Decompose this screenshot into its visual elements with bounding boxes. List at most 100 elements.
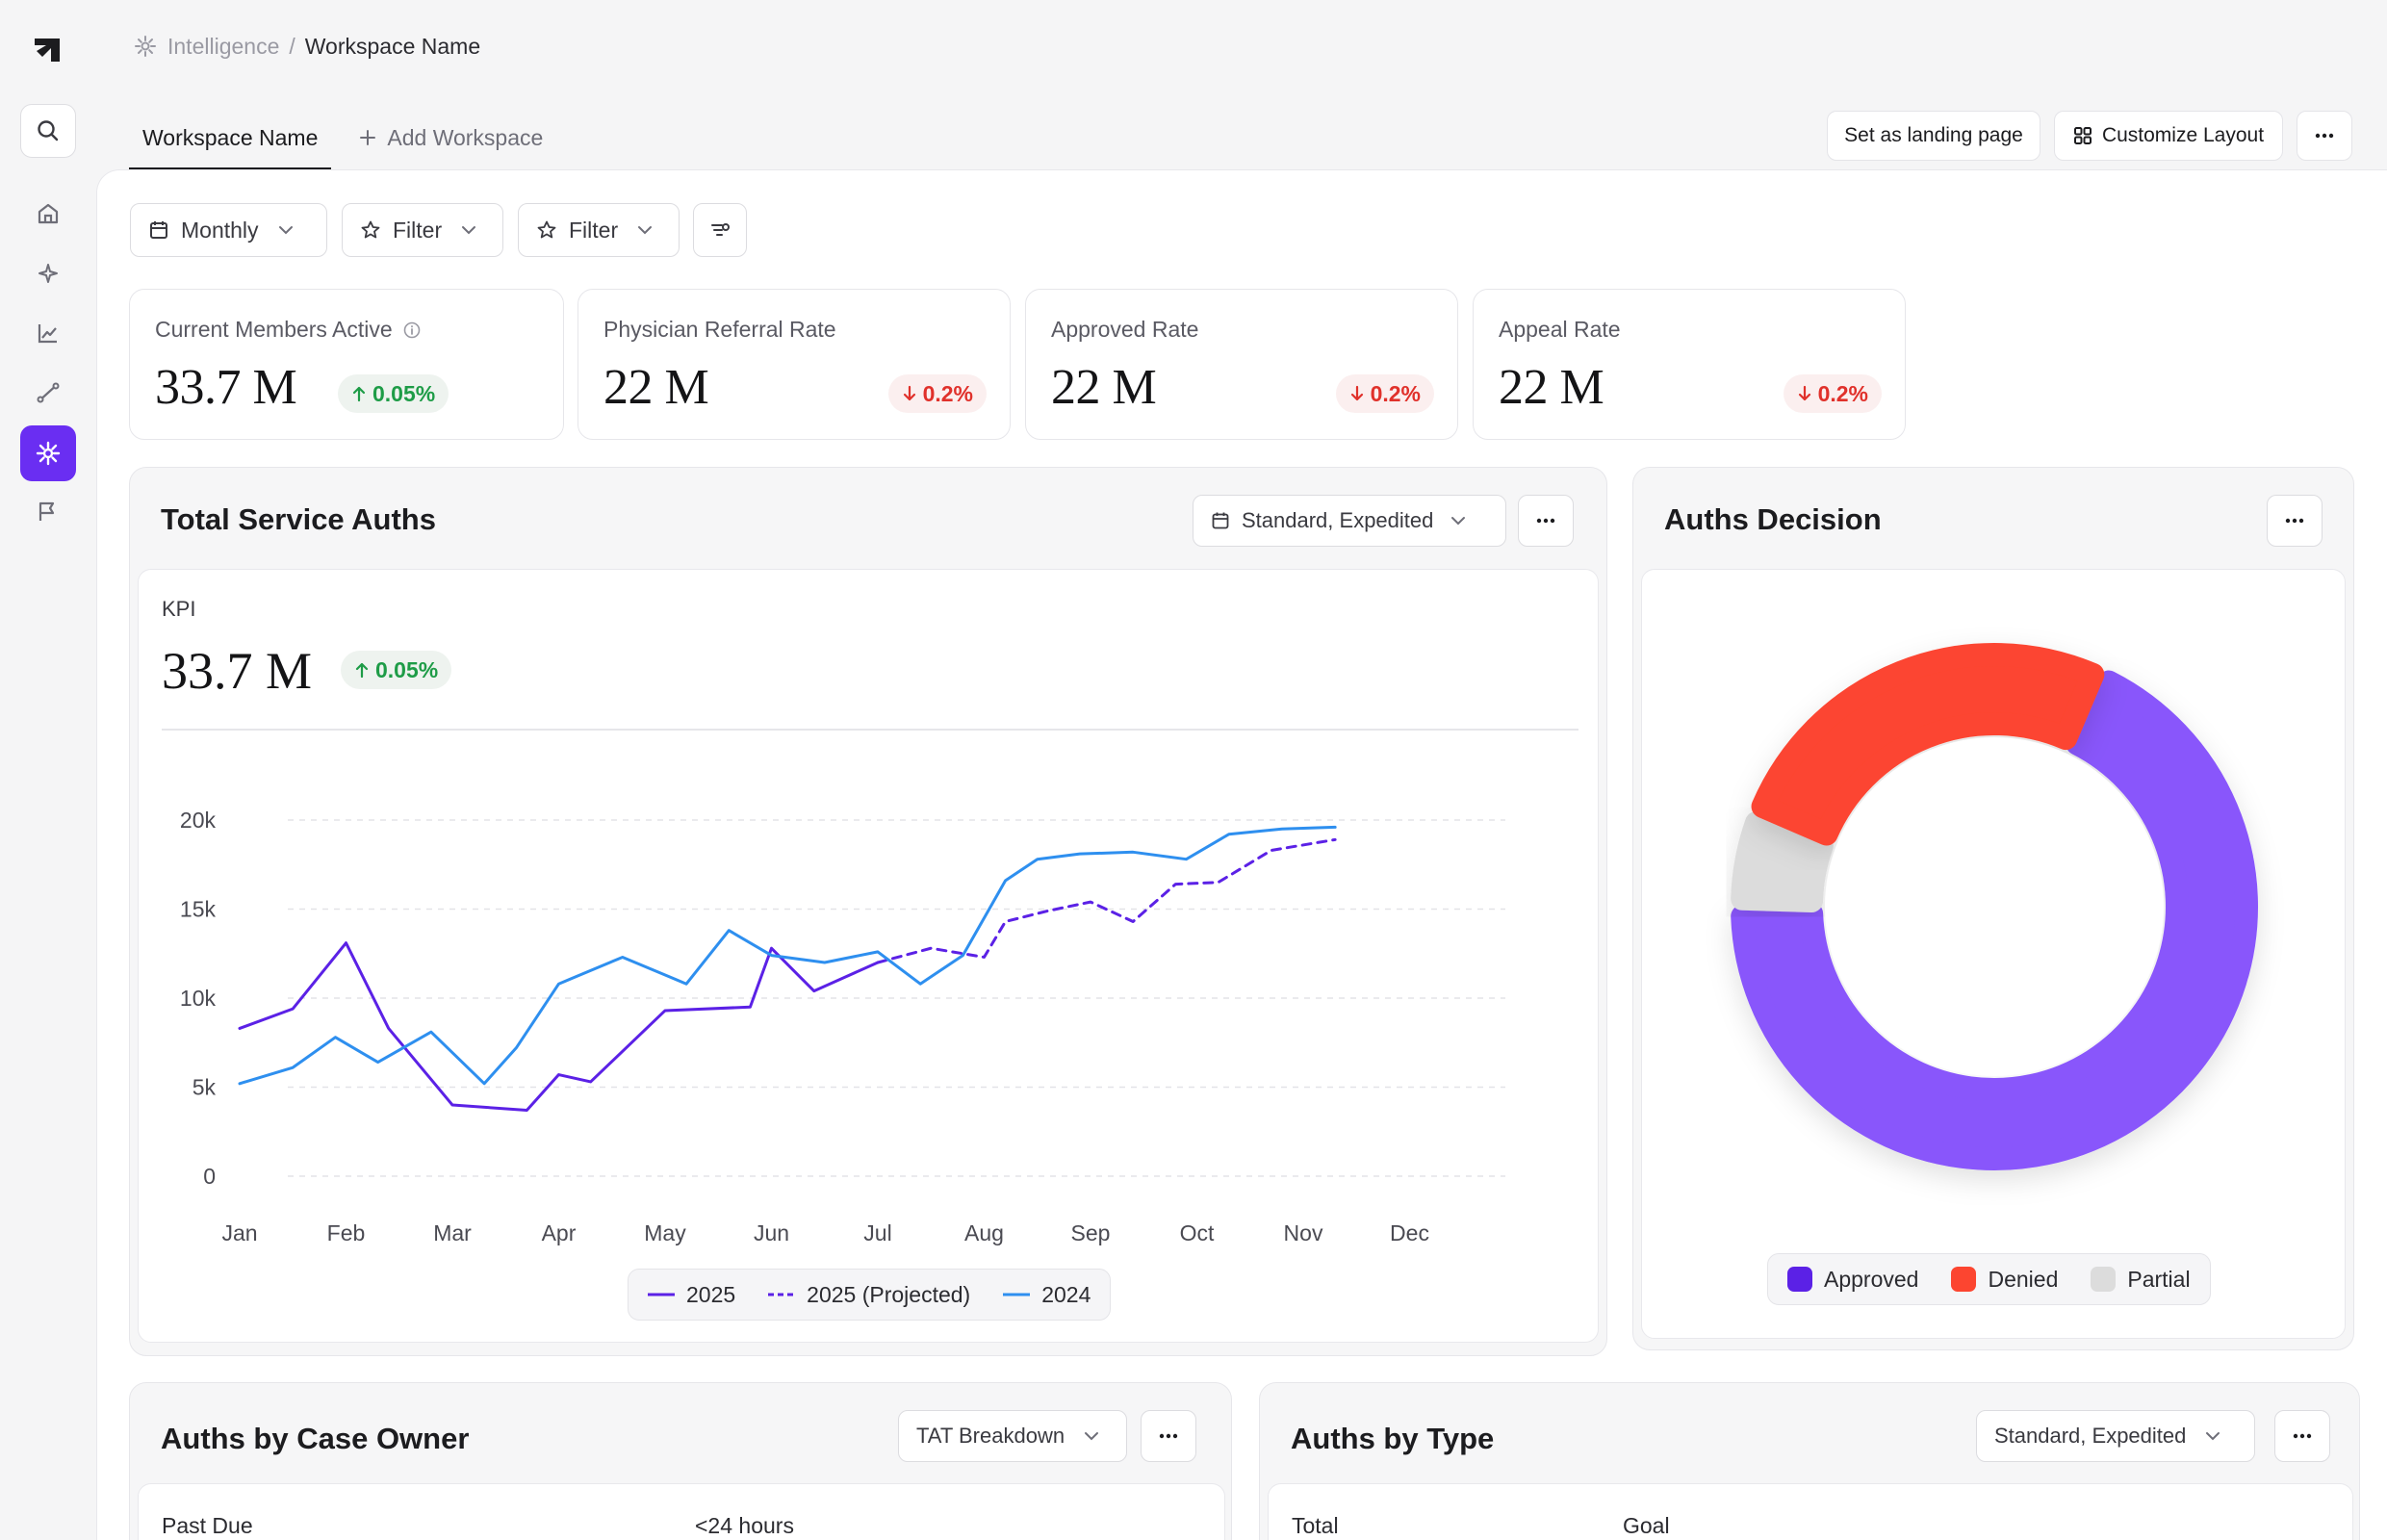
legend-item-denied[interactable]: Denied [1951,1267,2058,1293]
home-icon [36,201,61,226]
kpi-change-badge: 0.05% [341,651,452,689]
auths-decision-content: Approved Denied Partial [1641,569,2346,1339]
sidebar-item-analytics[interactable] [20,305,76,361]
kpi-value: 33.7 M [155,360,297,415]
tab-label: Workspace Name [142,125,319,150]
sidebar-item-intelligence[interactable] [20,425,76,481]
search-button[interactable] [20,104,76,158]
kpi-label: Physician Referral Rate [603,317,836,342]
donut-hole [1825,737,2164,1076]
widget-more-button[interactable] [2274,1410,2330,1462]
intelligence-icon [35,440,62,467]
kpi-change: 0.05% [375,656,439,682]
donut-slice-denied[interactable] [1751,643,2105,846]
legend-swatch [1951,1267,1977,1292]
kpi-value: 33.7 M [162,642,313,700]
period-label: Monthly [181,217,259,243]
sidebar-item-ai[interactable] [20,245,76,301]
more-options-button[interactable] [2297,111,2352,161]
x-tick-label: Oct [1180,1220,1215,1245]
button-label: Set as landing page [1844,124,2023,146]
arrow-up-icon [351,385,367,402]
kpi-card-appeal[interactable]: Appeal Rate 22 M 0.2% [1473,289,1906,440]
logo-icon[interactable] [33,35,64,65]
type-select-label: Standard, Expedited [1242,508,1434,532]
kpi-change: 0.05% [372,380,436,406]
widget-more-button[interactable] [1518,495,1574,547]
donut-chart [1731,643,2258,1170]
period-select[interactable]: Monthly [130,203,327,257]
type-select[interactable]: Standard, Expedited [1193,495,1506,547]
legend-label: 2025 [686,1281,736,1307]
chart-icon [36,321,61,346]
kpi-label: Current Members Active [155,317,422,343]
widget-more-button[interactable] [2267,495,2323,547]
legend-item-approved[interactable]: Approved [1787,1267,1918,1293]
legend-item-2025-projected[interactable]: 2025 (Projected) [768,1282,970,1308]
donut-slice-approved[interactable] [1731,670,2258,1170]
button-label: Customize Layout [2101,124,2265,146]
x-tick-label: May [644,1220,686,1245]
widget-title: Auths by Case Owner [161,1422,470,1455]
x-tick-label: Nov [1284,1220,1323,1245]
service-auths-widget: Total Service Auths Standard, Expedited … [129,467,1607,1356]
tat-select[interactable]: TAT Breakdown [898,1410,1127,1462]
x-tick-label: Aug [964,1220,1004,1245]
kpi-change-badge: 0.2% [1783,374,1882,413]
series-line-2025[interactable] [238,941,880,1113]
x-tick-label: Jan [221,1220,257,1245]
auths-type-widget: Auths by Type Standard, Expedited Total … [1259,1382,2360,1540]
plus-icon [358,128,377,147]
breadcrumb-current: Workspace Name [304,33,481,59]
widget-more-button[interactable] [1141,1410,1196,1462]
donut-slice-partial[interactable] [1731,810,1834,913]
series-line-2024[interactable] [238,825,1337,1086]
case-owner-content: Past Due <24 hours [138,1483,1225,1540]
tab-workspace[interactable]: Workspace Name [129,114,332,169]
kpi-card-approved[interactable]: Approved Rate 22 M 0.2% [1025,289,1458,440]
legend-item-partial[interactable]: Partial [2091,1266,2191,1293]
series-line-2025-projected[interactable] [876,837,1337,964]
type-select-label: Standard, Expedited [1994,1424,2187,1448]
set-landing-button[interactable]: Set as landing page [1827,111,2040,161]
filter-label: Filter [393,217,443,243]
sidebar-item-home[interactable] [20,186,76,242]
filter-select-1[interactable]: Filter [342,203,503,257]
service-auths-content: KPI 33.7 M 0.05% 0 5k 10k 15k 20k Jan Feb Mar Ap… [138,569,1599,1343]
y-tick-label: 20k [180,808,217,833]
breadcrumb-section[interactable]: Intelligence [167,33,280,59]
x-tick-label: Jul [863,1220,891,1245]
chevron-down-icon [278,225,294,235]
kpi-card-members[interactable]: Current Members Active 33.7 M 0.05% [129,289,564,440]
y-tick-label: 0 [203,1164,216,1189]
filter-settings-button[interactable] [693,203,747,257]
type-select[interactable]: Standard, Expedited [1976,1410,2255,1462]
legend-label: Partial [2127,1266,2191,1292]
kpi-change-badge: 0.05% [338,374,449,413]
widget-title: Auths by Type [1291,1422,1495,1455]
chevron-down-icon [637,225,653,235]
more-icon [2293,1433,2312,1439]
case-owner-widget: Auths by Case Owner TAT Breakdown Past D… [129,1382,1232,1540]
legend-item-2024[interactable]: 2024 [1003,1282,1091,1308]
kpi-label: Approved Rate [1051,317,1199,342]
legend-swatch [1787,1267,1812,1292]
sidebar-item-routes[interactable] [20,365,76,421]
route-icon [36,380,61,405]
info-icon[interactable] [402,321,422,340]
more-icon [1536,518,1555,524]
legend-label: 2025 (Projected) [807,1281,971,1307]
filter-select-2[interactable]: Filter [518,203,680,257]
sidebar-item-reports[interactable] [20,484,76,540]
column-header: Total [1292,1513,1339,1538]
donut-legend: Approved Denied Partial [1767,1253,2211,1305]
breadcrumb-separator: / [289,33,295,59]
y-tick-label: 10k [180,986,217,1011]
legend-item-2025[interactable]: 2025 [648,1282,735,1308]
customize-layout-button[interactable]: Customize Layout [2054,111,2283,161]
add-workspace-tab[interactable]: Add Workspace [345,114,556,169]
kpi-card-referral[interactable]: Physician Referral Rate 22 M 0.2% [578,289,1011,440]
y-tick-label: 15k [180,897,217,922]
workspace-tabs: Workspace Name Add Workspace [129,114,556,169]
search-icon [36,118,61,143]
